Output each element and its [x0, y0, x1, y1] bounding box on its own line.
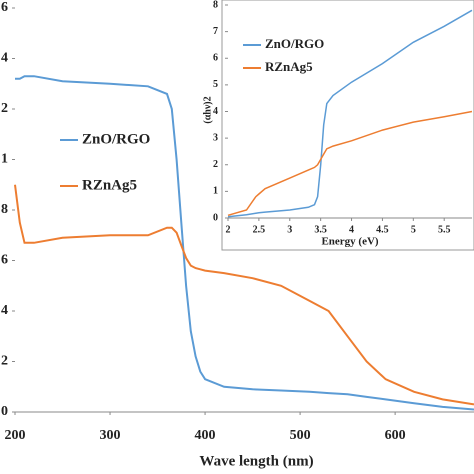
x-tick-label: 500	[290, 428, 311, 443]
x-tick-label: 300	[100, 428, 121, 443]
inset-panel	[221, 0, 474, 251]
legend-label: ZnO/RGO	[265, 36, 324, 51]
x-tick-label: 600	[385, 428, 406, 443]
x-tick-label: 3.5	[314, 224, 327, 235]
y-tick-label: 3	[213, 132, 218, 143]
y-tick-label: 7	[213, 26, 218, 37]
x-axis-title: Wave length (nm)	[199, 453, 313, 469]
y-tick-label: 2	[213, 159, 218, 170]
legend-label: ZnO/RGO	[82, 131, 150, 147]
y-tick-label: 6	[213, 53, 218, 64]
y-tick-label: 6	[1, 0, 8, 15]
x-axis-title: Energy (eV)	[321, 236, 378, 248]
x-tick-label: 4	[349, 224, 354, 235]
x-tick-label: 2.5	[253, 224, 266, 235]
y-tick-label: 4	[213, 106, 218, 117]
x-tick-label: 200	[5, 428, 26, 443]
y-tick-label: 4	[1, 303, 8, 318]
x-tick-label: 5	[411, 224, 416, 235]
y-tick-label: 4	[1, 51, 8, 66]
y-tick-label: 5	[213, 79, 218, 90]
y-axis-title: (αhν)2	[202, 96, 213, 123]
y-tick-label: 2	[1, 354, 8, 369]
series-line	[227, 9, 473, 218]
x-tick-label: 4.5	[376, 224, 389, 235]
series-line	[14, 184, 474, 406]
y-tick-label: 0	[1, 404, 8, 419]
legend-label: RZnAg5	[265, 59, 313, 74]
y-tick-label: 1	[213, 186, 218, 197]
x-tick-label: 5.5	[438, 224, 451, 235]
y-tick-label: 6	[1, 253, 8, 268]
y-tick-label: 8	[213, 0, 218, 10]
x-tick-label: 400	[195, 428, 216, 443]
x-tick-label: 2	[226, 224, 231, 235]
y-tick-label: 0	[213, 212, 218, 223]
y-tick-label: 8	[1, 202, 8, 217]
y-tick-label: 2	[1, 101, 8, 116]
y-tick-label: 1	[1, 152, 8, 167]
x-tick-label: 3	[287, 224, 292, 235]
series-line	[15, 75, 474, 411]
series-line	[227, 110, 473, 217]
legend-label: RZnAg5	[82, 177, 137, 193]
